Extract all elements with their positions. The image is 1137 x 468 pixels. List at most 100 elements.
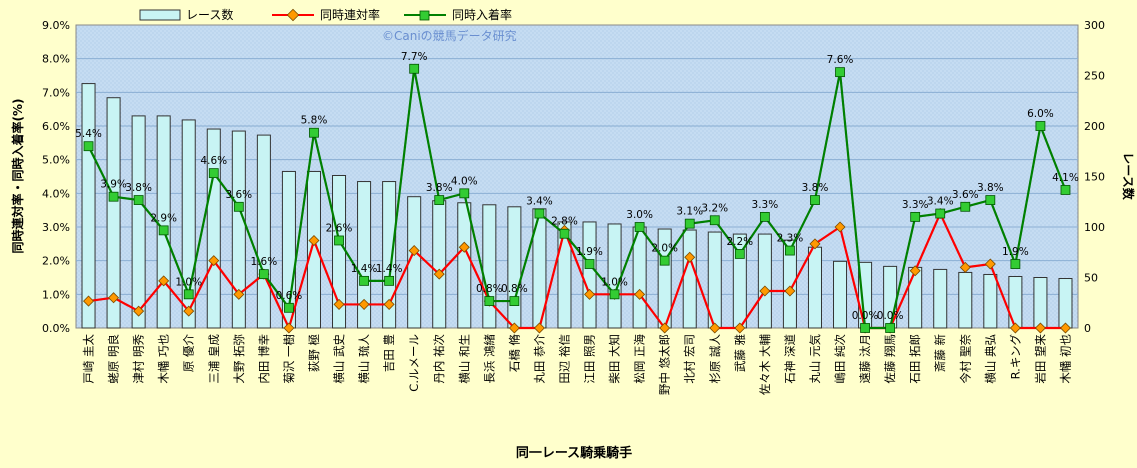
rentai-point: [283, 322, 295, 334]
rentai-point: [959, 261, 971, 273]
nyuchaku-point: [183, 289, 194, 300]
nyuchaku-point: [835, 67, 845, 78]
rentai-point: [734, 322, 746, 334]
data-label: 3.0%: [626, 209, 653, 221]
bar: [807, 246, 822, 329]
y-tick-right: 50: [1084, 272, 1098, 285]
data-label: 2.9%: [150, 212, 177, 224]
y-tick-right: 100: [1084, 221, 1105, 234]
nyuchaku-point: [759, 211, 770, 222]
nyuchaku-point: [609, 289, 620, 300]
x-axis-categories: 戸崎 圭太 蛯原 明良 津村 明秀 木幡 巧也原 優介 三浦 皇成 大野 拓弥 内田 博幸菊…: [82, 334, 1073, 396]
x-tick-label: 松岡 正海: [633, 334, 647, 384]
nyuchaku-point: [1010, 259, 1021, 269]
data-label: 5.4%: [75, 128, 102, 140]
data-label: 3.6%: [952, 189, 979, 201]
nyuchaku-point: [935, 208, 946, 219]
x-axis-title: 同一レース騎乗騎手: [516, 445, 632, 461]
rentai-point: [1034, 322, 1046, 334]
nyuchaku-point: [258, 269, 269, 280]
nyuchaku-line: [87, 68, 1067, 330]
nyuchaku-point: [534, 208, 545, 219]
bar: [833, 260, 848, 329]
legend-marker-nyuchaku: [419, 10, 430, 21]
legend-swatch-races: [139, 9, 181, 21]
x-tick-label: 佐々木 大輔: [758, 334, 772, 396]
y-tick-left: 0.0%: [42, 322, 70, 335]
y-tick-left: 2.0%: [42, 255, 70, 268]
x-tick-label: 横山 武史: [332, 334, 346, 384]
rentai-point: [183, 305, 195, 317]
rentai-point: [358, 298, 370, 310]
x-tick-label: 長浜 鴻緒: [482, 334, 496, 384]
rentai-point: [834, 221, 846, 233]
nyuchaku-point: [659, 255, 670, 266]
x-tick-label: 戸崎 圭太: [82, 334, 96, 384]
x-tick-label: 蛯原 明良: [107, 334, 121, 384]
nyuchaku-point: [384, 275, 395, 286]
rentai-point: [809, 238, 821, 250]
bar: [357, 181, 372, 329]
rentai-point: [584, 288, 596, 300]
rentai-point: [508, 322, 520, 334]
nyuchaku-point: [208, 168, 219, 179]
bar: [983, 273, 998, 329]
bar: [482, 204, 497, 329]
data-label: 1.0%: [601, 276, 628, 288]
x-tick-label: 三浦 皇成: [207, 334, 221, 384]
x-tick-label: 北村 宏司: [683, 334, 697, 384]
data-label: 0.8%: [501, 283, 528, 295]
rentai-point: [433, 268, 445, 280]
data-label: 3.8%: [802, 182, 829, 194]
nyuchaku-point: [334, 235, 344, 246]
data-label: 3.1%: [676, 206, 703, 218]
x-tick-label: 野中 悠太郎: [658, 334, 672, 395]
rentai-point: [333, 298, 345, 310]
right-axis: 0 50 100 150 200 250 300: [1084, 19, 1105, 335]
legend: レース数 同時連対率 同時入着率: [139, 7, 512, 22]
data-label: 1.6%: [251, 256, 278, 268]
x-tick-label: 杉原 誠人: [708, 334, 722, 384]
data-label: 3.9%: [100, 179, 127, 191]
x-tick-label: 岩田 望来: [1033, 334, 1047, 384]
y-tick-left: 5.0%: [42, 154, 70, 167]
data-label: 3.8%: [426, 182, 453, 194]
nyuchaku-point: [985, 195, 996, 205]
bar: [757, 233, 772, 329]
rentai-point: [909, 265, 921, 277]
data-label: 3.8%: [125, 182, 152, 194]
data-labels: 5.4%3.9%3.8%2.9%1.0%4.6%3.6%1.6%0.6%5.8%…: [75, 51, 1079, 322]
data-label: 2.2%: [726, 236, 753, 248]
nyuchaku-point: [284, 302, 294, 313]
rentai-point: [684, 251, 696, 263]
nyuchaku-point: [83, 141, 94, 152]
data-label: 2.6%: [326, 222, 353, 234]
y-tick-left: 6.0%: [42, 120, 70, 133]
nyuchaku-point: [910, 211, 921, 222]
x-tick-label: 丹内 祐次: [432, 334, 446, 384]
x-tick-label: 佐藤 翔馬: [883, 334, 897, 384]
bar: [256, 134, 271, 329]
rentai-point: [634, 288, 646, 300]
left-axis: 0.0% 1.0% 2.0% 3.0% 4.0% 5.0% 6.0% 7.0% 8.0% 9.0%: [42, 19, 70, 335]
bar: [782, 239, 797, 329]
data-label: 1.4%: [376, 263, 403, 275]
data-label: 3.3%: [902, 199, 929, 211]
y-tick-right: 300: [1084, 19, 1105, 32]
bar: [1033, 277, 1048, 329]
data-label: 1.0%: [175, 276, 202, 288]
x-tick-label: 江田 照男: [583, 334, 597, 384]
rentai-point: [759, 285, 771, 297]
x-tick-label: 石橋 脩: [507, 334, 521, 373]
x-tick-label: 内田 博幸: [257, 334, 271, 384]
data-label: 5.8%: [301, 115, 328, 127]
bar: [131, 115, 146, 329]
bar: [382, 181, 397, 329]
bar: [1008, 275, 1023, 329]
rentai-point: [158, 275, 170, 287]
y-tick-left: 3.0%: [42, 221, 70, 234]
plot-area: [75, 24, 1079, 329]
x-tick-label: 田辺 裕信: [557, 334, 571, 384]
nyuchaku-point: [409, 63, 420, 74]
